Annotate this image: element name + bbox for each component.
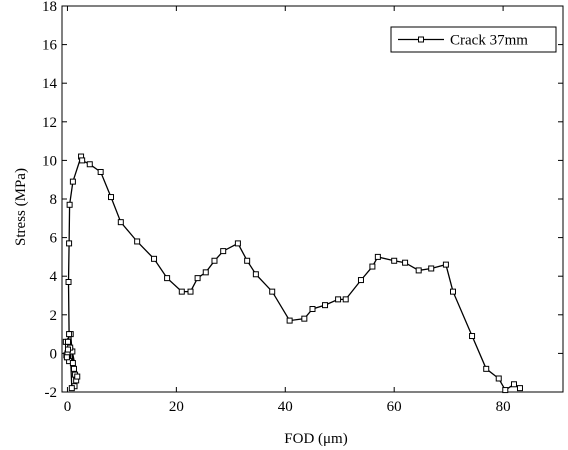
data-point [442, 261, 449, 268]
data-point [151, 255, 158, 262]
data-point [502, 387, 509, 394]
y-tick-label: 18 [42, 0, 57, 15]
data-point [66, 331, 73, 338]
data-point [74, 373, 81, 380]
data-point [495, 375, 502, 382]
data-point [322, 302, 329, 309]
data-point [342, 296, 349, 303]
data-point [391, 257, 398, 264]
data-point [63, 354, 70, 361]
data-point [369, 263, 376, 270]
data-point [69, 178, 76, 185]
y-tick-label: 2 [50, 308, 58, 324]
data-point [79, 157, 86, 164]
y-tick-label: -2 [45, 385, 58, 401]
data-point [178, 288, 185, 295]
data-point [68, 385, 75, 392]
data-point [516, 385, 523, 392]
data-point [309, 306, 316, 313]
data-point [402, 259, 409, 266]
data-point [269, 288, 276, 295]
data-point [164, 275, 171, 282]
data-point [220, 248, 227, 255]
y-tick-label: 8 [50, 192, 58, 208]
data-point [65, 278, 72, 285]
data-point [374, 253, 381, 260]
y-axis-label: Stress (MPa) [13, 168, 29, 246]
legend-label: Crack 37mm [450, 33, 528, 49]
data-point [202, 269, 209, 276]
data-point [187, 288, 194, 295]
data-point [301, 315, 308, 322]
y-tick-label: 12 [42, 115, 57, 131]
data-point [357, 277, 364, 284]
data-point [510, 381, 517, 388]
data-point [244, 257, 251, 264]
data-point [64, 338, 71, 345]
data-point [415, 267, 422, 274]
data-point [70, 365, 77, 372]
x-tick-label: 60 [387, 399, 402, 415]
data-point [252, 271, 259, 278]
series-layer [62, 153, 523, 394]
data-point [194, 275, 201, 282]
data-point [469, 333, 476, 340]
x-tick-label: 0 [64, 399, 72, 415]
data-point [66, 240, 73, 247]
x-tick-label: 80 [496, 399, 511, 415]
y-tick-label: 4 [50, 269, 58, 285]
data-point [134, 238, 141, 245]
data-point [86, 161, 93, 168]
data-point [483, 365, 490, 372]
legend-marker-sample [418, 36, 424, 43]
y-tick-label: 6 [50, 231, 58, 247]
y-tick-label: 0 [50, 346, 58, 362]
legend: Crack 37mm [390, 26, 557, 53]
data-point [108, 194, 115, 201]
data-point [335, 296, 342, 303]
data-point [286, 317, 293, 324]
data-point [69, 360, 76, 367]
data-point [449, 288, 456, 295]
data-point [64, 346, 71, 353]
y-tick-label: 14 [42, 76, 58, 92]
data-point [97, 168, 104, 175]
y-tick-label: 10 [42, 153, 57, 169]
x-tick-label: 20 [169, 399, 184, 415]
data-point [211, 257, 218, 264]
data-point [66, 201, 73, 208]
y-tick-label: 16 [42, 38, 58, 54]
x-tick-label: 40 [278, 399, 293, 415]
data-point [117, 219, 124, 226]
x-axis-label: FOD (μm) [284, 431, 347, 447]
data-point [428, 265, 435, 272]
data-point [234, 240, 241, 247]
